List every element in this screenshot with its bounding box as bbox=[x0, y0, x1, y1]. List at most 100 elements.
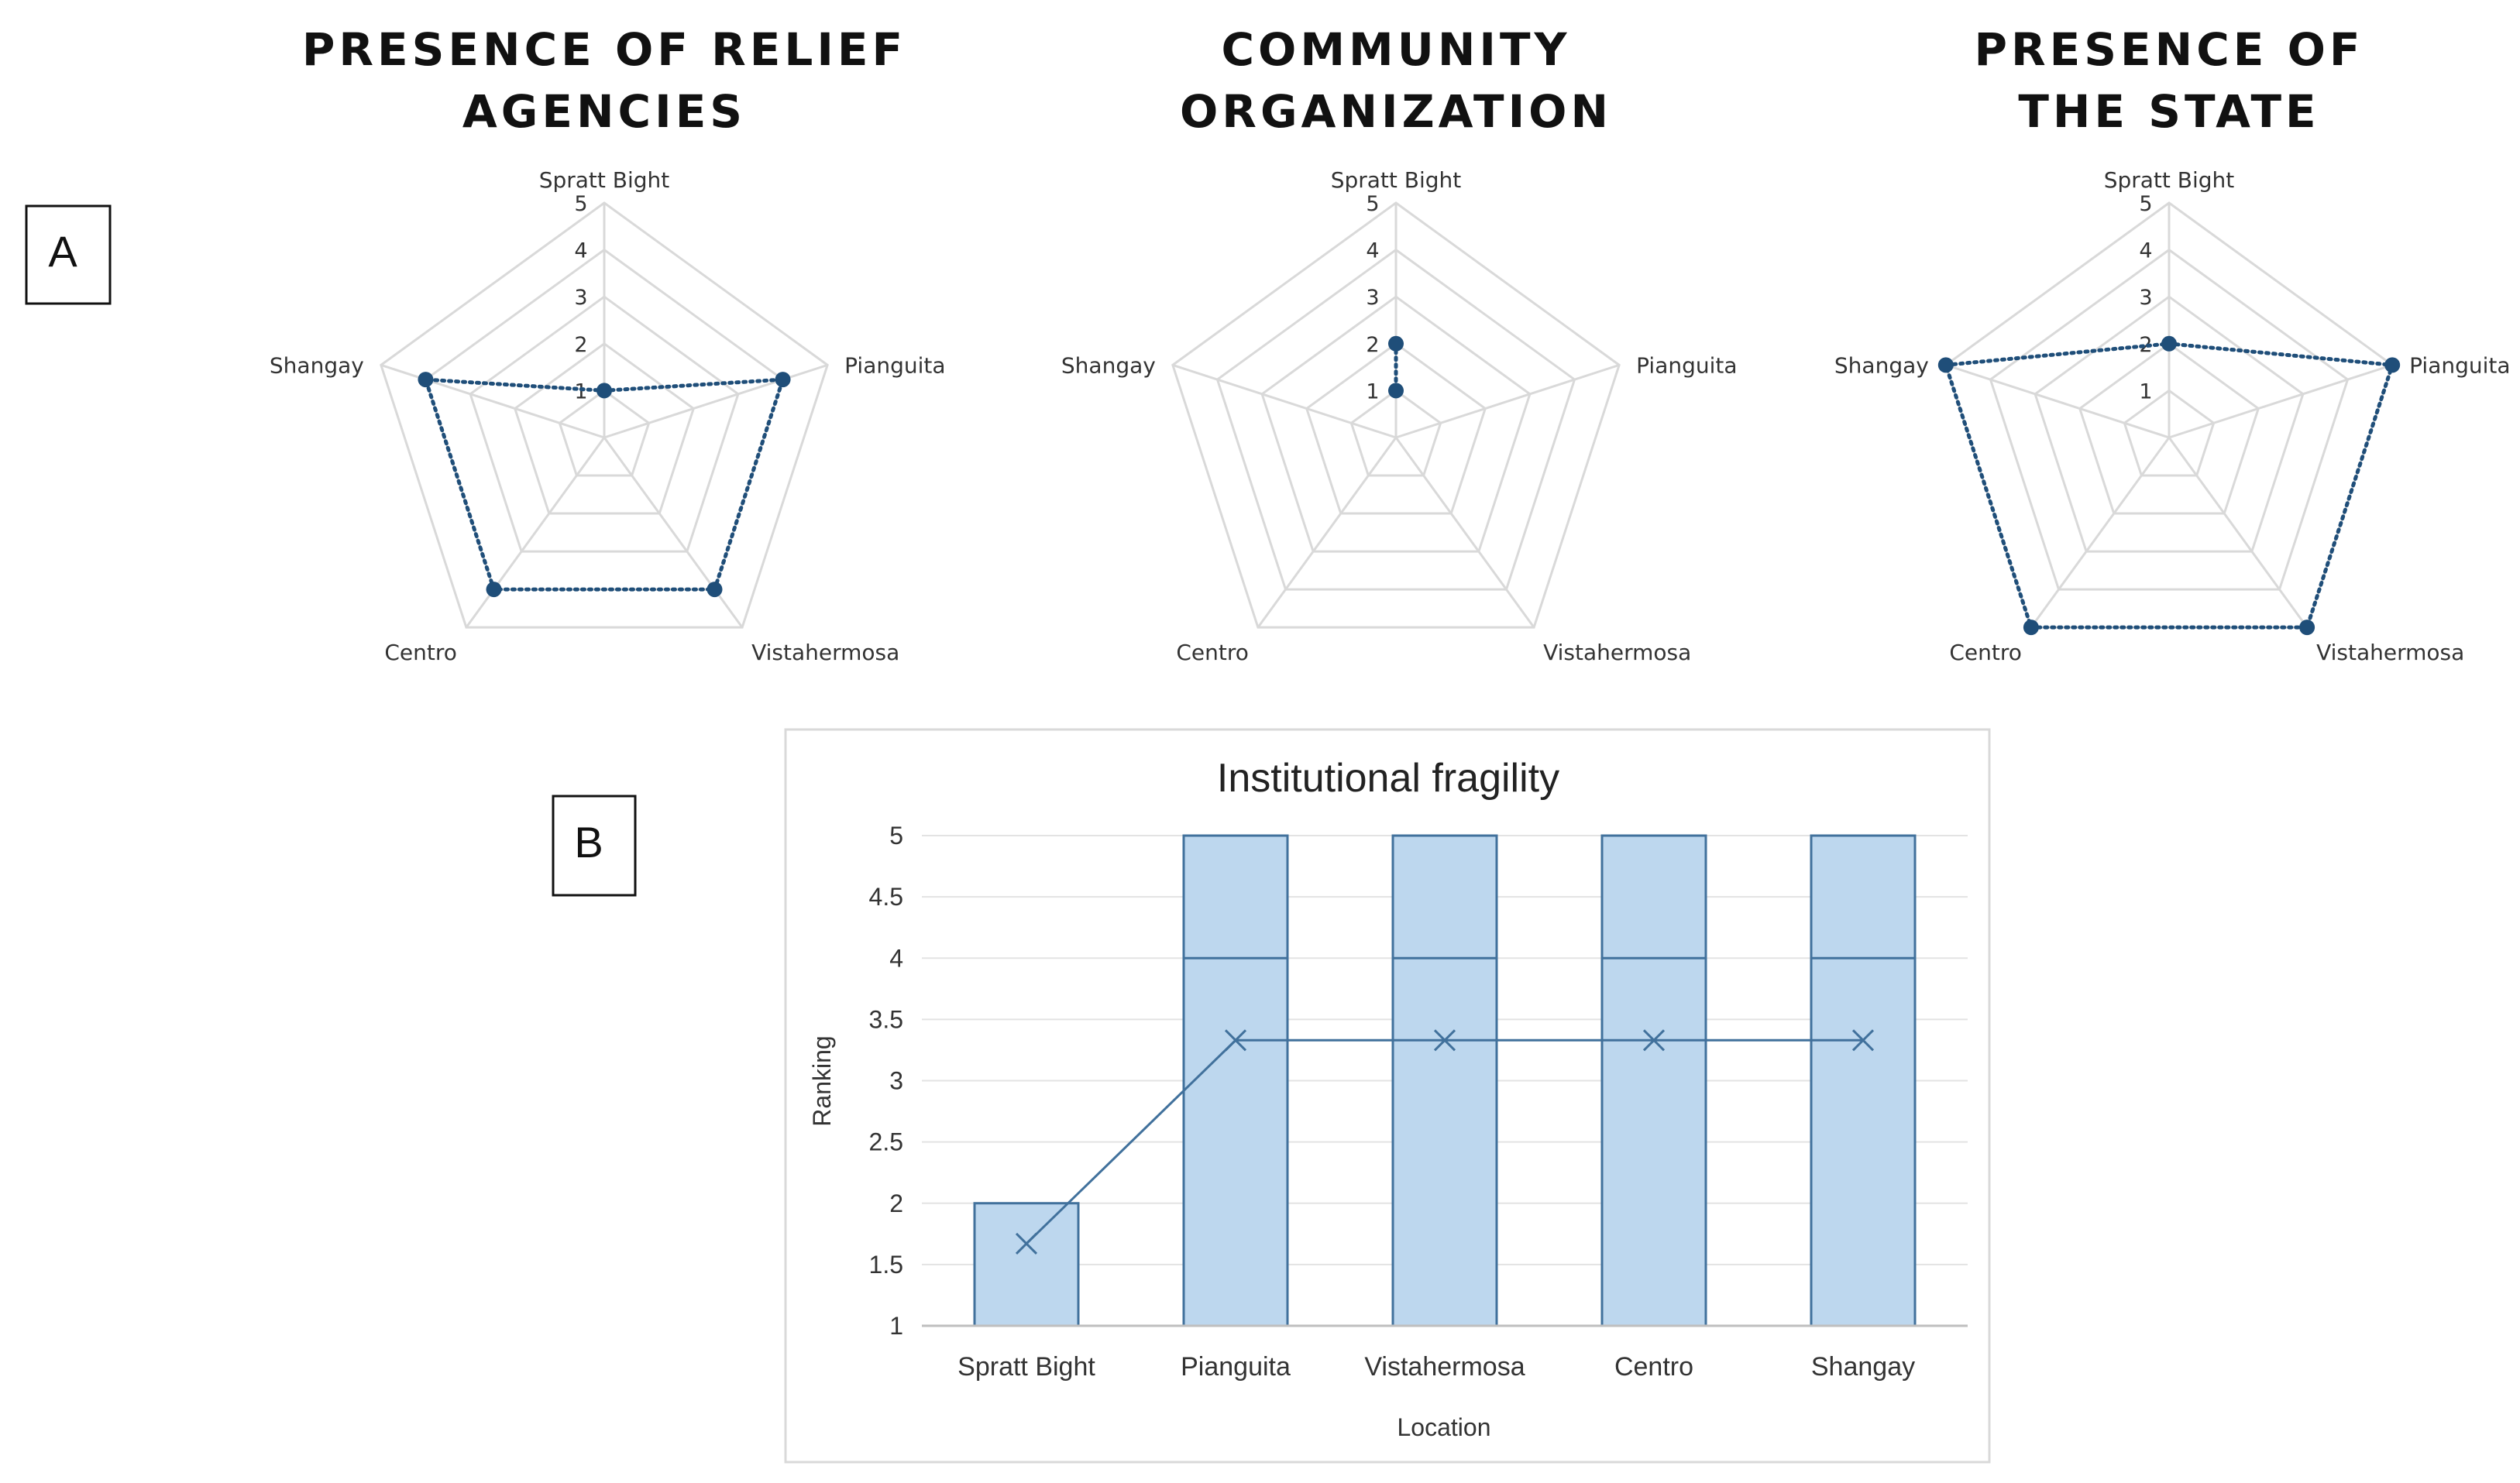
radar-spoke bbox=[1257, 437, 1398, 629]
radar-point bbox=[1388, 383, 1404, 399]
y-tick-label: 5 bbox=[889, 822, 903, 850]
radar-title-line-1: COMMUNITY bbox=[1221, 23, 1570, 76]
y-tick-label: 1 bbox=[889, 1312, 903, 1340]
radar-ring bbox=[1171, 201, 1621, 629]
radar-spoke bbox=[1395, 363, 1620, 439]
radar-axis-label-spratt-bight: Spratt Bight bbox=[1331, 167, 1462, 193]
radar-ring bbox=[2034, 295, 2305, 553]
radar-axis-label-shangay: Shangay bbox=[1834, 352, 1929, 378]
y-axis-title: Ranking bbox=[808, 1035, 836, 1126]
radar-ring bbox=[2123, 389, 2216, 477]
radar-ring bbox=[558, 389, 651, 477]
radar-point-vistahermosa bbox=[2299, 620, 2315, 636]
radar-point-vistahermosa bbox=[706, 582, 723, 598]
radar-axis-label-spratt-bight: Spratt Bight bbox=[539, 167, 670, 193]
radar-ring-label: 5 bbox=[574, 192, 587, 216]
x-axis-title: Location bbox=[1398, 1413, 1491, 1441]
radar-ring-label: 4 bbox=[1366, 239, 1379, 263]
radar-spoke bbox=[2168, 363, 2393, 439]
chart-title: Institutional fragility bbox=[1217, 756, 1559, 801]
x-tick-label-shangay: Shangay bbox=[1811, 1352, 1915, 1382]
radar-spoke bbox=[1945, 363, 2170, 439]
panel-b-box bbox=[552, 795, 637, 897]
radar-ring-label: 1 bbox=[1366, 379, 1379, 403]
radar-ring bbox=[469, 295, 740, 553]
radar-ring-label: 2 bbox=[1366, 333, 1379, 357]
radar-ring-label: 5 bbox=[1366, 192, 1379, 216]
radar-point-pianguita bbox=[775, 372, 791, 388]
radar-title-line-1: PRESENCE OF RELIEF bbox=[302, 23, 906, 76]
radar-spoke bbox=[1172, 363, 1397, 439]
radar-axis-label-centro: Centro bbox=[1176, 640, 1249, 665]
radar-ring-label: 1 bbox=[574, 379, 587, 403]
panel-b-letter: B bbox=[574, 818, 603, 867]
radar-axis-label-vistahermosa: Vistahermosa bbox=[2316, 640, 2464, 665]
y-tick-label: 4 bbox=[889, 944, 903, 972]
y-tick-label: 1.5 bbox=[869, 1251, 903, 1279]
mean-marker-pianguita bbox=[1224, 1029, 1247, 1052]
bar-spratt-bight bbox=[973, 1202, 1080, 1327]
radar-axis-label-spratt-bight: Spratt Bight bbox=[2104, 167, 2235, 193]
x-tick-label-vistahermosa: Vistahermosa bbox=[1364, 1352, 1525, 1382]
radar-axis-label-shangay: Shangay bbox=[270, 352, 364, 378]
bar-centro bbox=[1600, 834, 1707, 1327]
panel-a-letter: A bbox=[48, 227, 77, 276]
radar-ring-label: 3 bbox=[574, 286, 587, 310]
radar-point-shangay bbox=[1937, 357, 1954, 373]
radar-series-line bbox=[422, 377, 786, 592]
radar-title-line-2: ORGANIZATION bbox=[1180, 85, 1612, 138]
radar-spoke bbox=[603, 363, 828, 439]
radar-title-line-2: THE STATE bbox=[2018, 85, 2319, 138]
radar-point bbox=[1388, 335, 1404, 352]
radar-ring bbox=[513, 342, 696, 515]
radar-axis-label-pianguita: Pianguita bbox=[1636, 352, 1737, 378]
radar-ring bbox=[2078, 342, 2260, 515]
radar-point-centro bbox=[486, 582, 502, 598]
y-tick-label: 2.5 bbox=[869, 1128, 903, 1156]
radar-ring bbox=[1349, 389, 1442, 477]
chart-frame bbox=[784, 728, 1991, 1464]
y-tick-label: 3.5 bbox=[869, 1005, 903, 1033]
radar-point-shangay bbox=[418, 372, 434, 388]
panel-a-box bbox=[25, 204, 112, 305]
radar-point-centro bbox=[2023, 620, 2039, 636]
radar-series-line bbox=[1943, 342, 2395, 630]
radar-ring-label: 5 bbox=[2139, 192, 2152, 216]
radar-spoke bbox=[603, 437, 744, 629]
radar-title-line-1: PRESENCE OF bbox=[1974, 23, 2364, 76]
radar-spoke bbox=[1394, 437, 1535, 629]
mean-marker-vistahermosa bbox=[1433, 1029, 1456, 1052]
x-tick-label-centro: Centro bbox=[1614, 1352, 1693, 1382]
mean-marker-shangay bbox=[1851, 1029, 1875, 1052]
bar-shangay bbox=[1810, 834, 1917, 1327]
radar-point-pianguita bbox=[2384, 357, 2401, 373]
x-tick-label-spratt-bight: Spratt Bight bbox=[957, 1352, 1095, 1382]
x-tick-label-pianguita: Pianguita bbox=[1181, 1352, 1291, 1382]
radar-axis-label-centro: Centro bbox=[384, 640, 457, 665]
radar-ring-label: 3 bbox=[2139, 286, 2152, 310]
radar-axis-label-pianguita: Pianguita bbox=[844, 352, 945, 378]
radar-axis-label-centro: Centro bbox=[1949, 640, 2022, 665]
bar-vistahermosa bbox=[1391, 834, 1498, 1327]
radar-chart-relief-agencies: PRESENCE OF RELIEF AGENCIES 1 2 3 4 5Spratt … bbox=[270, 23, 946, 665]
mean-marker-centro bbox=[1642, 1029, 1666, 1052]
radar-axis-label-vistahermosa: Vistahermosa bbox=[751, 640, 899, 665]
radar-ring-label: 4 bbox=[574, 239, 587, 263]
radar-spoke bbox=[465, 437, 606, 629]
radar-axis-label-pianguita: Pianguita bbox=[2409, 352, 2510, 378]
bar-chart-institutional-fragility: Institutional fragility Location Ranking… bbox=[784, 728, 1991, 1464]
radar-spoke bbox=[2030, 437, 2171, 629]
radar-ring bbox=[1215, 248, 1576, 591]
radar-spoke bbox=[380, 363, 605, 439]
radar-ring-label: 2 bbox=[574, 333, 587, 357]
y-tick-label: 3 bbox=[889, 1067, 903, 1095]
radar-axis-label-shangay: Shangay bbox=[1061, 352, 1156, 378]
radar-point-spratt-bight bbox=[596, 383, 612, 399]
radar-title-line-2: AGENCIES bbox=[462, 85, 746, 138]
radar-ring bbox=[1260, 295, 1532, 553]
mean-marker-spratt-bight bbox=[1015, 1232, 1038, 1255]
radar-ring bbox=[380, 201, 829, 629]
